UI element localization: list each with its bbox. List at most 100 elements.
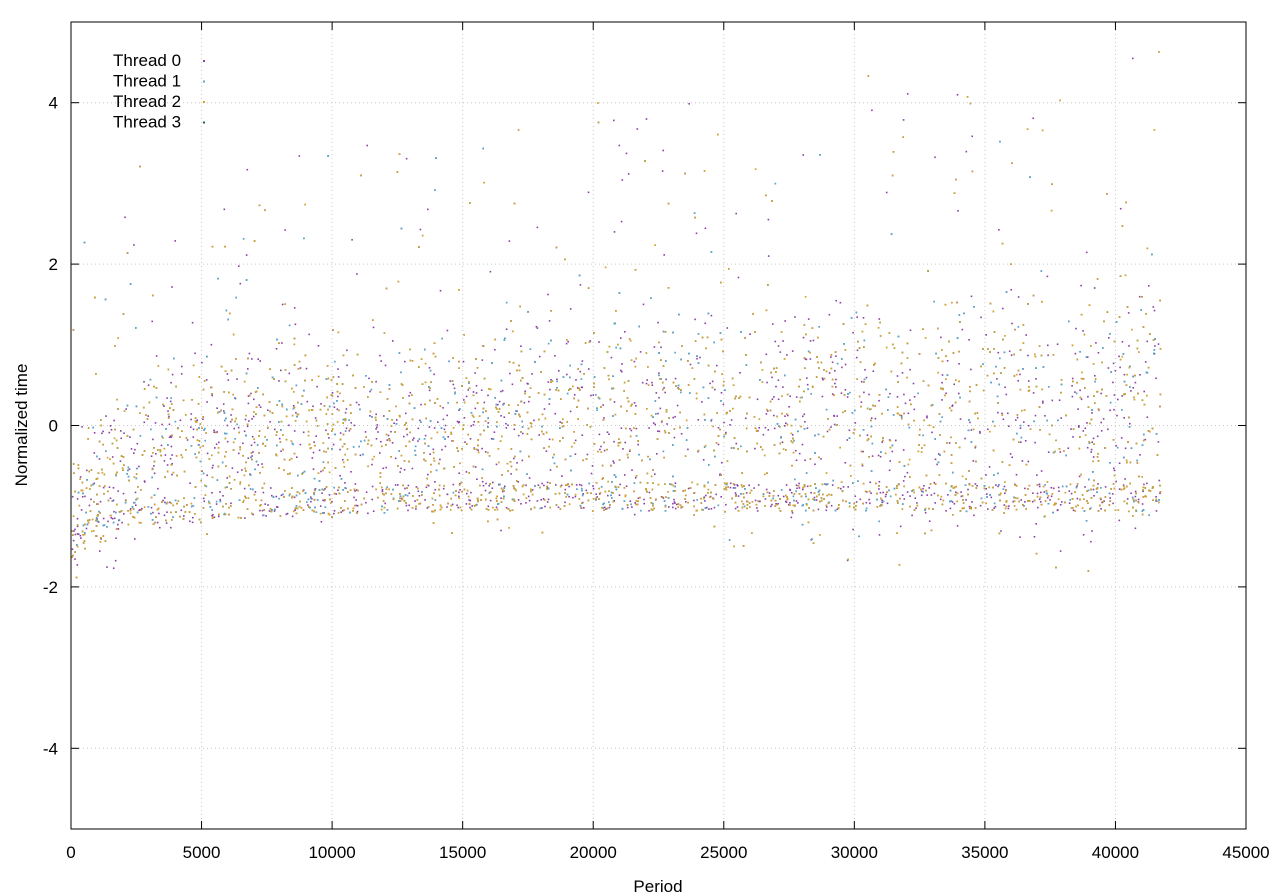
data-point: [406, 433, 409, 436]
data-point: [380, 360, 382, 362]
data-point: [1043, 491, 1046, 493]
data-point: [1113, 467, 1115, 470]
data-point: [528, 499, 531, 502]
data-point: [565, 342, 568, 345]
data-point: [190, 418, 192, 421]
data-point: [340, 511, 342, 513]
data-point: [502, 490, 504, 493]
data-point: [345, 408, 348, 410]
data-point: [825, 509, 828, 512]
data-point: [333, 406, 336, 408]
data-point: [637, 497, 640, 499]
data-point: [171, 454, 173, 456]
data-point: [471, 505, 473, 507]
data-point: [403, 435, 405, 438]
data-point: [1114, 369, 1117, 372]
data-point: [802, 415, 804, 418]
data-point: [578, 274, 581, 277]
data-point: [285, 513, 288, 516]
data-point: [442, 418, 445, 421]
data-point: [294, 323, 297, 326]
data-point: [840, 487, 842, 490]
data-point: [729, 424, 731, 426]
data-point: [249, 473, 251, 475]
data-point: [568, 495, 570, 498]
data-point: [622, 448, 624, 450]
data-point: [1118, 355, 1120, 358]
data-point: [513, 457, 515, 460]
data-point: [764, 498, 767, 500]
data-point: [791, 350, 794, 352]
data-point: [292, 405, 295, 407]
data-point: [335, 493, 338, 495]
data-point: [236, 378, 238, 380]
data-point: [885, 493, 887, 496]
data-point: [1058, 399, 1061, 401]
data-point: [1068, 320, 1070, 323]
data-point: [620, 337, 622, 339]
data-point: [625, 152, 628, 155]
data-point: [419, 419, 421, 422]
data-point: [333, 510, 336, 512]
data-point: [734, 507, 737, 510]
data-point: [525, 484, 527, 487]
data-point: [120, 437, 122, 440]
data-point: [745, 364, 748, 366]
data-point: [759, 500, 761, 503]
data-point: [970, 429, 973, 431]
data-point: [331, 500, 333, 503]
data-point: [487, 505, 490, 508]
data-point: [768, 492, 771, 494]
data-point: [99, 550, 101, 552]
data-point: [346, 349, 348, 352]
data-point: [434, 499, 437, 501]
data-point: [846, 396, 849, 398]
data-point: [664, 510, 667, 512]
data-point: [505, 301, 508, 304]
data-point: [856, 349, 859, 352]
data-point: [197, 444, 200, 446]
data-point: [906, 471, 909, 474]
data-point: [74, 533, 77, 536]
data-point: [520, 503, 522, 505]
data-point: [1068, 490, 1071, 492]
data-point: [603, 502, 605, 505]
data-point: [333, 486, 335, 489]
data-point: [882, 491, 884, 494]
data-point: [384, 364, 387, 367]
data-point: [392, 340, 394, 342]
data-point: [324, 488, 326, 490]
data-point: [717, 427, 720, 429]
data-point: [958, 363, 960, 365]
data-point: [136, 442, 139, 445]
data-point: [791, 492, 793, 494]
data-point: [320, 470, 322, 473]
data-point: [646, 379, 648, 381]
data-point: [251, 358, 253, 360]
data-point: [560, 484, 563, 487]
data-point: [475, 385, 478, 387]
data-point: [878, 488, 880, 490]
data-point: [453, 387, 456, 390]
data-point: [1076, 497, 1079, 500]
data-point: [900, 414, 903, 417]
data-point: [1035, 378, 1037, 380]
data-point: [810, 491, 812, 494]
data-point: [190, 426, 192, 428]
data-point: [587, 191, 590, 194]
data-point: [771, 398, 774, 400]
data-point: [303, 237, 305, 240]
data-point: [1004, 386, 1006, 389]
data-point: [313, 441, 315, 443]
data-point: [513, 428, 516, 431]
data-point: [814, 463, 816, 466]
data-point: [1109, 497, 1111, 499]
data-point: [418, 495, 421, 497]
data-point: [706, 506, 708, 509]
data-point: [243, 487, 246, 490]
data-point: [1015, 473, 1018, 476]
data-point: [342, 510, 344, 512]
data-point: [376, 424, 379, 426]
data-point: [457, 506, 459, 509]
data-point: [154, 422, 157, 424]
